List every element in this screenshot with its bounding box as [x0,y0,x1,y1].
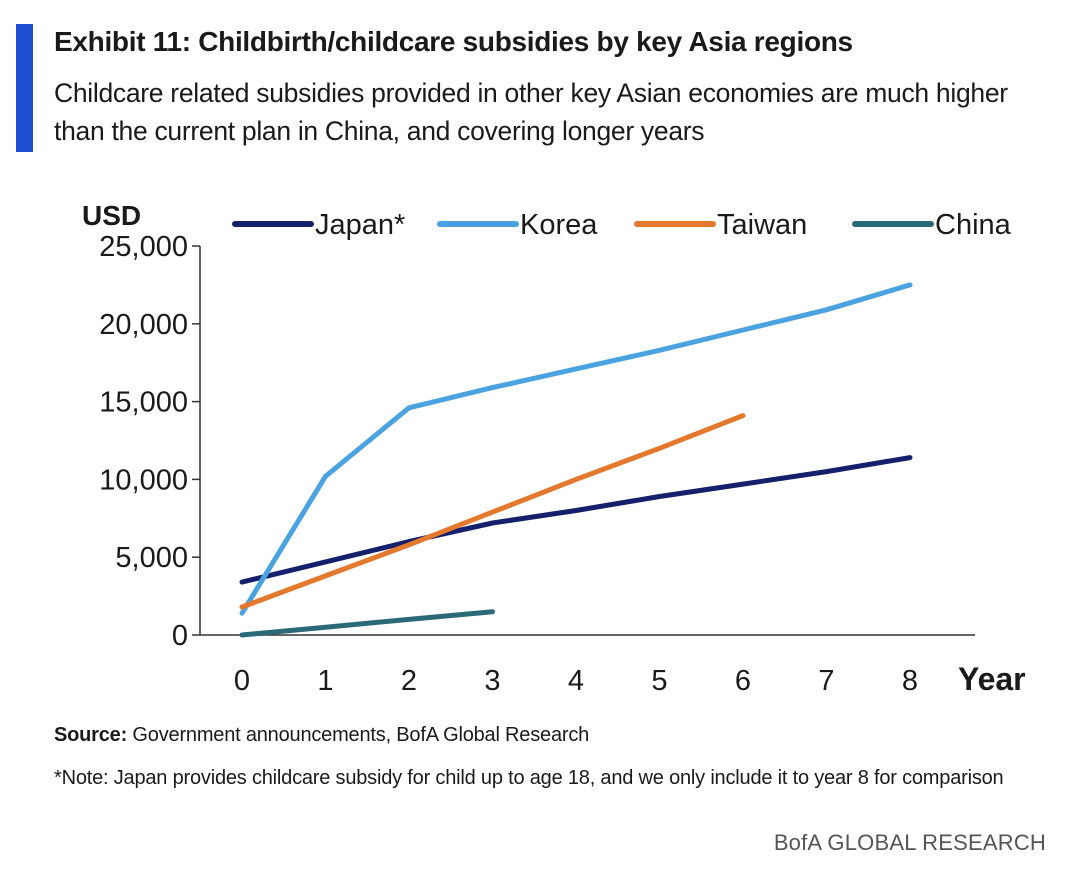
x-tick-label: 5 [651,665,667,697]
y-axis-unit-label: USD [82,200,141,231]
x-tick-label: 4 [568,665,584,697]
legend-label-china: China [935,209,1012,241]
chart-axes [199,246,975,636]
y-tick-label: 0 [172,620,188,652]
x-tick-label: 3 [484,665,500,697]
x-axis-unit-label: Year [958,661,1026,697]
series-line-korea [239,282,913,616]
y-tick-label: 5,000 [115,542,188,574]
legend-label-taiwan: Taiwan [717,209,807,241]
footnote: *Note: Japan provides childcare subsidy … [54,767,1004,789]
chart-legend: Japan* Korea Taiwan China [232,209,1012,241]
x-tick-label: 0 [234,665,250,697]
chart-series [239,282,913,638]
x-tick-label: 1 [317,665,333,697]
y-tick-label: 10,000 [99,464,188,496]
accent-bar [16,24,33,152]
x-tick-label: 6 [735,665,751,697]
x-tick-label: 8 [902,665,918,697]
x-tick-label: 2 [401,665,417,697]
source-label: Source: [54,724,128,746]
y-tick-label: 25,000 [99,231,188,263]
series-line-china [239,609,495,638]
y-tick-label: 15,000 [99,387,188,419]
chart-ticks: 0 5,000 10,000 15,000 20,000 25,000 0 1 2 3 4 5 6 7 8 [99,231,918,697]
source-text: Government announcements, BofA Global Re… [127,724,590,746]
source-line: Source: Government announcements, BofA G… [54,724,589,747]
series-line-japan [239,455,913,585]
y-tick-label: 20,000 [99,309,188,341]
series-line-taiwan [239,413,746,610]
x-tick-label: 7 [818,665,834,697]
brand-label: BofA GLOBAL RESEARCH [773,830,1046,855]
legend-label-japan: Japan* [315,209,405,241]
legend-label-korea: Korea [520,209,598,241]
exhibit-title: Exhibit 11: Childbirth/childcare subsidi… [54,26,853,57]
exhibit-subtitle: Childcare related subsidies provided in … [54,78,1008,146]
